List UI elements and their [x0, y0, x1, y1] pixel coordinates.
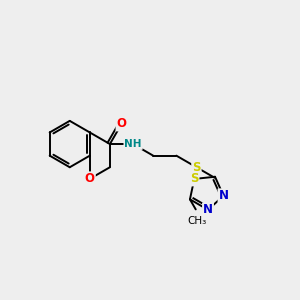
Text: N: N	[218, 189, 229, 202]
Text: NH: NH	[124, 139, 142, 149]
Text: S: S	[190, 172, 199, 185]
Text: O: O	[85, 172, 95, 185]
Text: O: O	[116, 118, 127, 130]
Text: N: N	[203, 203, 213, 216]
Text: S: S	[192, 161, 201, 174]
Text: CH₃: CH₃	[188, 216, 207, 226]
